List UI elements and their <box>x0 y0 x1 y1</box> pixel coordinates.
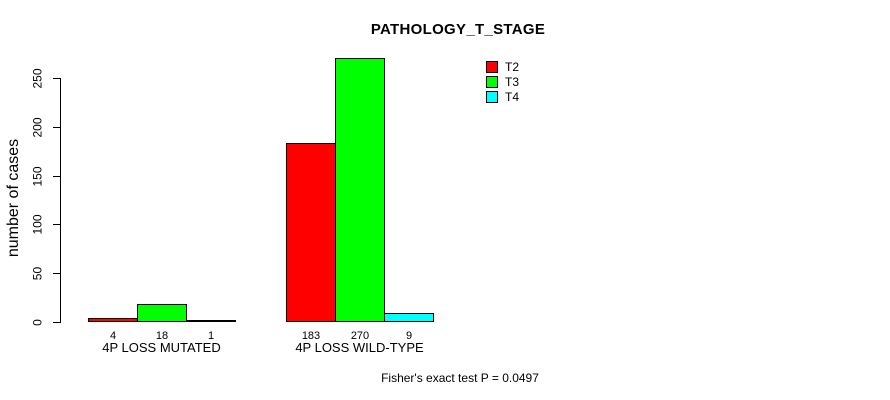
y-tick-label: 250 <box>30 68 45 89</box>
bar-value-label: 4 <box>109 330 117 342</box>
y-tick-mark <box>53 224 60 225</box>
category-label: 4P LOSS MUTATED <box>102 340 221 355</box>
legend-label: T3 <box>505 75 520 89</box>
y-tick-mark <box>53 127 60 128</box>
legend-swatch-t4 <box>486 91 498 103</box>
bar-t2-group2 <box>286 143 336 322</box>
bar-value-label: 1 <box>207 330 215 342</box>
y-tick-label: 200 <box>30 117 45 138</box>
y-tick-mark <box>53 273 60 274</box>
bar-t4-group2 <box>384 313 434 322</box>
y-tick-mark <box>53 78 60 79</box>
legend-item: T3 <box>486 76 519 88</box>
bar-t4-group1 <box>186 320 236 322</box>
legend-swatch-t2 <box>486 61 498 73</box>
bar-t2-group1 <box>88 318 138 322</box>
legend-item: T2 <box>486 61 519 73</box>
legend-label: T4 <box>505 90 520 104</box>
y-axis-title: number of cases <box>5 138 22 258</box>
category-label: 4P LOSS WILD-TYPE <box>295 340 424 355</box>
y-tick-label: 50 <box>30 266 45 281</box>
bar-t3-group1 <box>137 304 187 322</box>
y-tick-label: 150 <box>30 166 45 187</box>
y-axis-line <box>60 78 61 323</box>
legend-item: T4 <box>486 91 519 103</box>
legend-swatch-t3 <box>486 76 498 88</box>
legend-label: T2 <box>505 60 520 74</box>
bar-value-label: 183 <box>301 330 321 342</box>
y-tick-label: 0 <box>30 319 45 326</box>
chart-title: PATHOLOGY_T_STAGE <box>370 21 546 38</box>
bar-value-label: 270 <box>350 330 370 342</box>
bar-value-label: 18 <box>155 330 169 342</box>
annotation-text: Fisher's exact test P = 0.0497 <box>381 371 539 385</box>
y-tick-mark <box>53 322 60 323</box>
legend: T2 T3 T4 <box>486 61 519 103</box>
bar-t3-group2 <box>335 58 385 322</box>
y-tick-label: 100 <box>30 214 45 235</box>
bar-value-label: 9 <box>405 330 413 342</box>
y-tick-mark <box>53 176 60 177</box>
